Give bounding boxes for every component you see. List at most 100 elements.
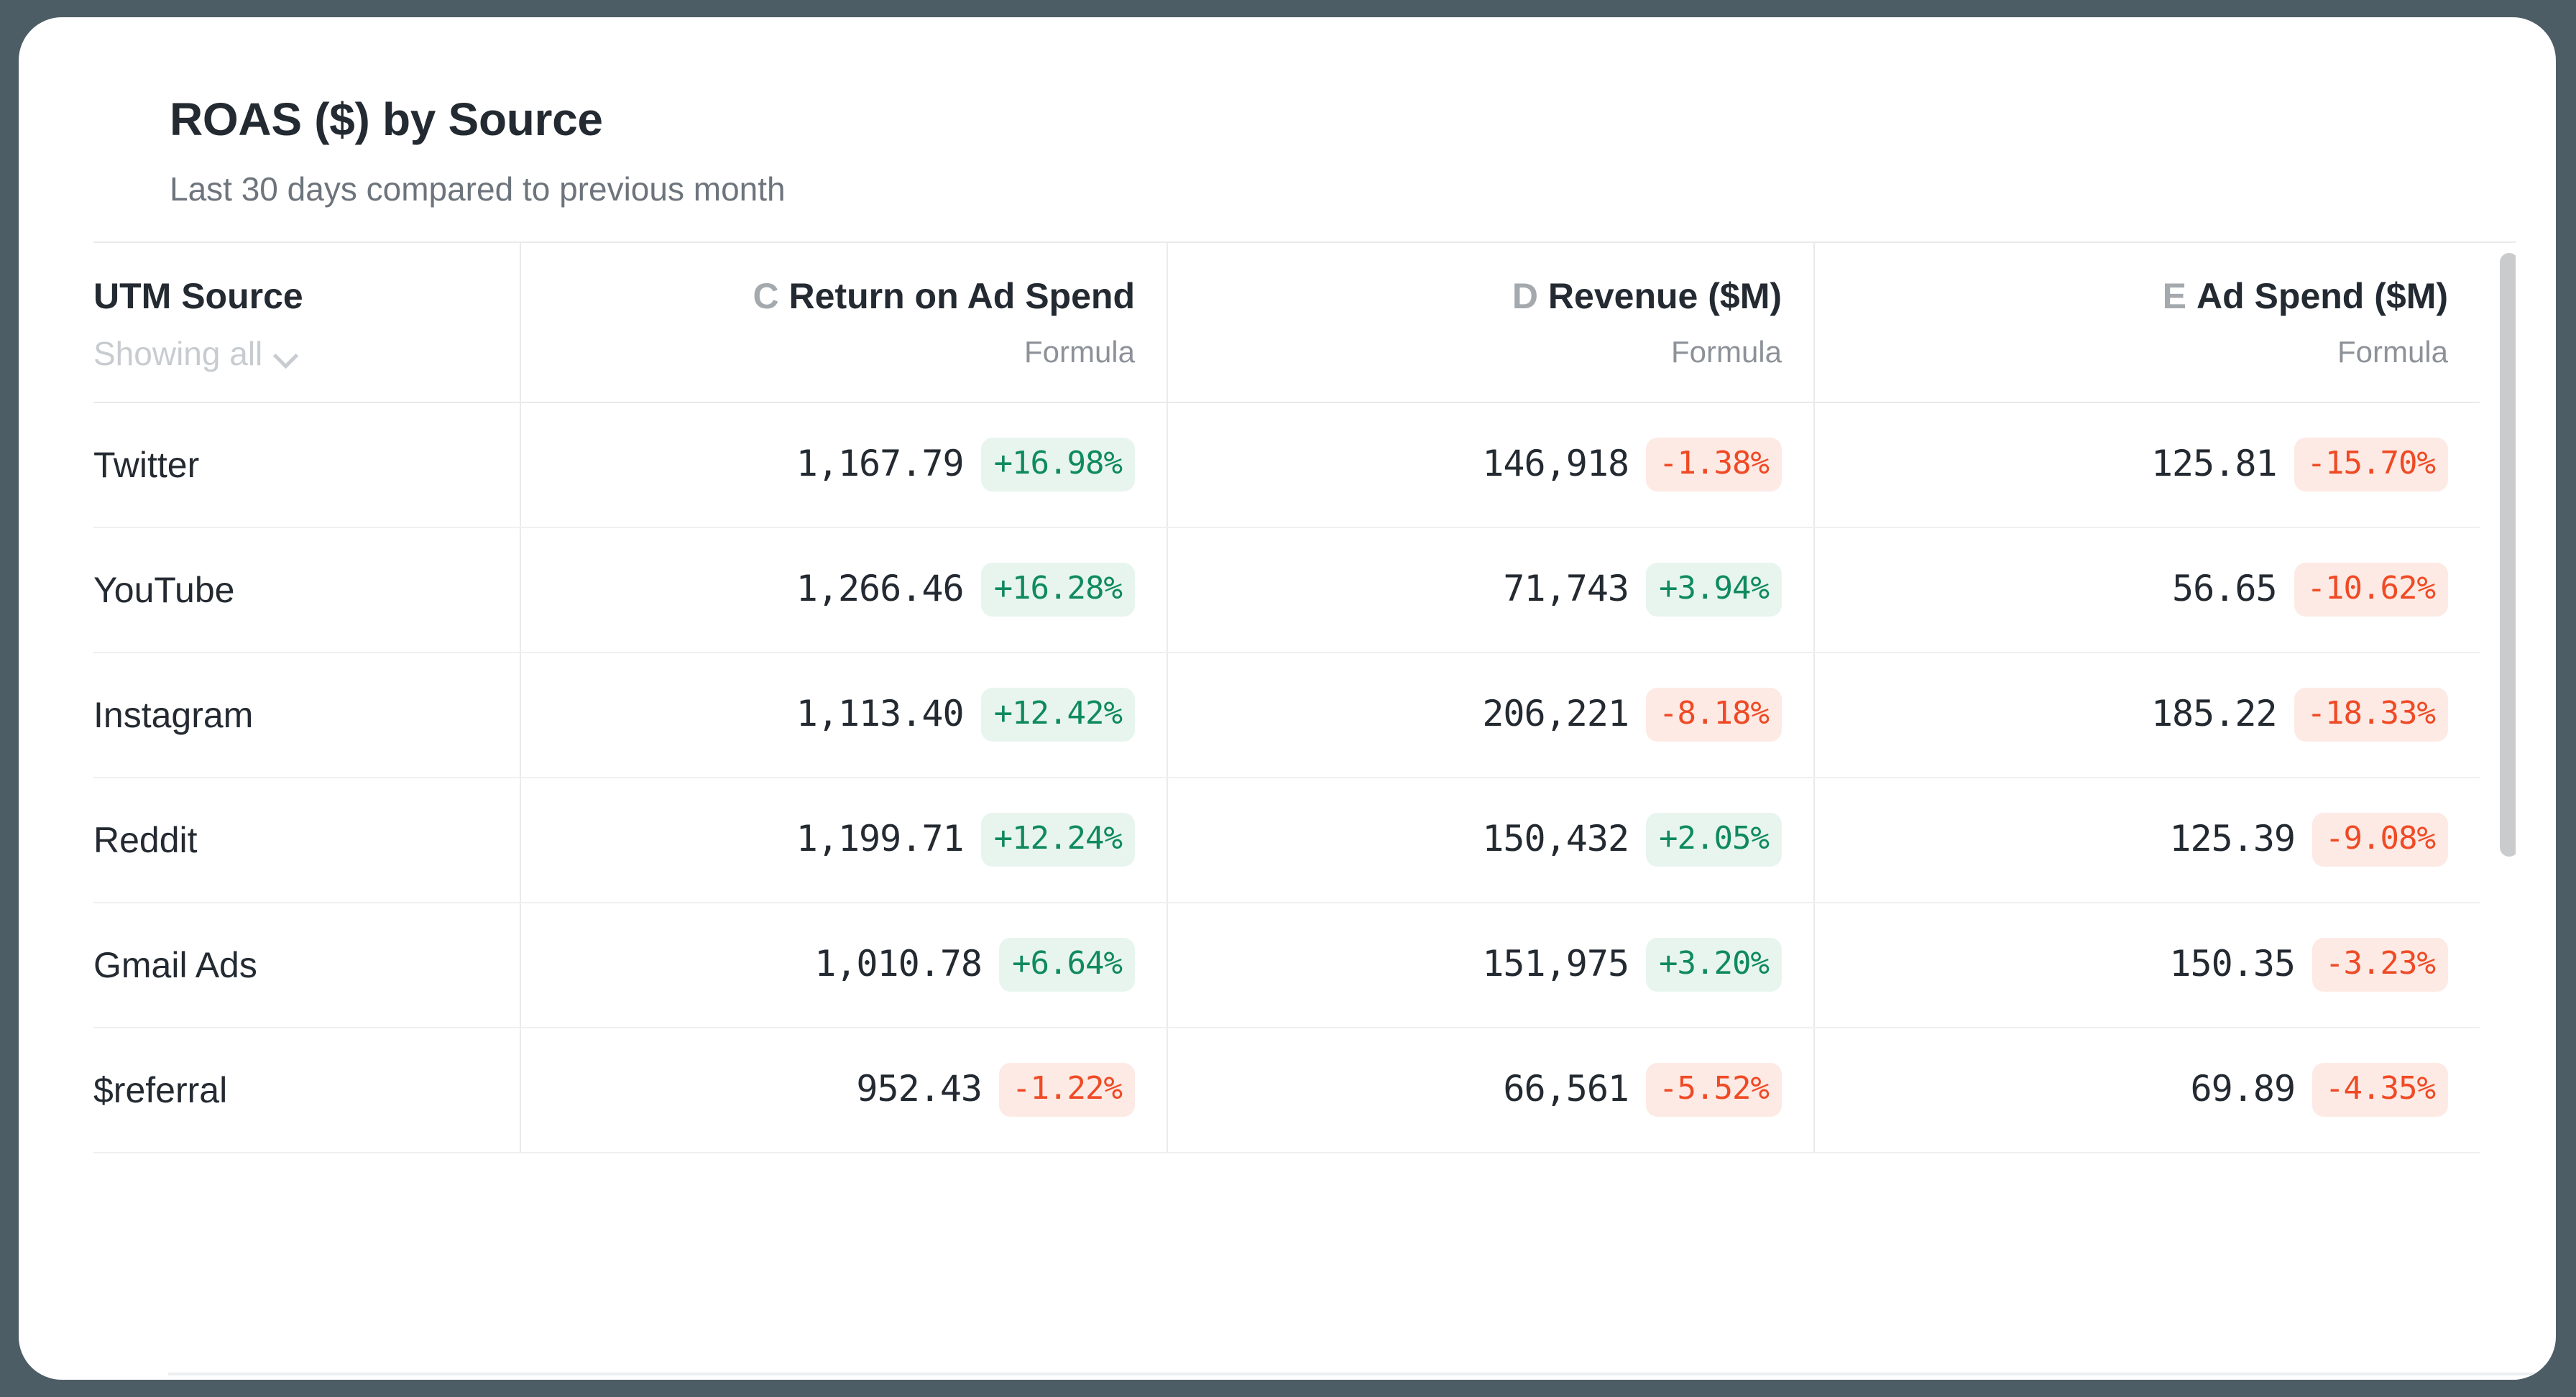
card-subtitle: Last 30 days compared to previous month [170,170,786,208]
column-header-label: Ad Spend ($M) [2196,276,2448,316]
ad-spend-delta-badge: -4.35% [2312,1063,2448,1117]
revenue-cell[interactable]: 206,221 -8.18% [1167,652,1815,778]
revenue-cell[interactable]: 1,714,775-5.18% [1242,1375,1889,1380]
revenue-cell[interactable]: 150,432 +2.05% [1167,777,1815,903]
revenue-delta-badge: +3.20% [1646,938,1782,992]
column-header-utm-source[interactable]: UTM Source Showing all [93,243,521,403]
overall-row[interactable]: Overall1,044.84-1.47%1,714,775-5.18%1,64… [168,1375,2554,1380]
roas-delta-badge: +12.42% [980,688,1135,742]
roas-cell[interactable]: 1,199.71 +12.24% [520,777,1168,903]
revenue-cell[interactable]: 146,918 -1.38% [1167,402,1815,528]
chevron-down-icon [275,347,297,360]
roas-cell[interactable]: 1,266.46 +16.28% [520,527,1168,653]
revenue-delta-badge: -1.38% [1646,438,1782,492]
revenue-value: 146,918 [1482,443,1629,484]
source-cell[interactable]: Reddit [93,777,521,903]
roas-value: 1,266.46 [796,568,965,609]
revenue-value: 151,975 [1482,943,1629,985]
roas-delta-badge: +16.28% [980,563,1135,617]
table-container: UTM Source Showing all C Return on Ad Spe… [93,241,2556,1380]
ad-spend-cell[interactable]: 185.22 -18.33% [1814,652,2480,778]
source-cell[interactable]: YouTube [93,527,521,653]
overall-footer: Overall1,044.84-1.47%1,714,775-5.18%1,64… [168,1373,2556,1380]
ad-spend-cell[interactable]: 150.35 -3.23% [1814,902,2480,1028]
source-filter-dropdown[interactable]: Showing all [93,337,297,370]
roas-delta-badge: -1.22% [999,1063,1135,1117]
table-row[interactable]: YouTube 1,266.46 +16.28% 71,743 +3.94% 56.65-… [93,527,2480,653]
table-row[interactable]: Gmail Ads 1,010.78 +6.64% 151,975 +3.20% 150.… [93,902,2480,1028]
ad-spend-value: 69.89 [2190,1068,2296,1110]
ad-spend-cell[interactable]: 1,641.19-3.77% [1889,1375,2554,1380]
roas-delta-badge: +6.64% [999,938,1135,992]
revenue-delta-badge: -8.18% [1646,688,1782,742]
column-header-return-on-ad-spend[interactable]: C Return on Ad Spend Formula [520,243,1168,403]
ad-spend-delta-badge: -18.33% [2294,688,2448,742]
column-type-label: Formula [2337,334,2448,369]
source-cell[interactable]: Instagram [93,652,521,778]
table-row[interactable]: Instagram 1,113.40 +12.42% 206,221 -8.18% 185… [93,652,2480,778]
revenue-cell[interactable]: 66,561 -5.52% [1167,1027,1815,1153]
column-header-ad-spend[interactable]: E Ad Spend ($M) Formula [1814,243,2480,403]
roas-cell[interactable]: 1,010.78 +6.64% [520,902,1168,1028]
roas-table: UTM Source Showing all C Return on Ad Spe… [93,243,2480,1153]
ad-spend-delta-badge: -10.62% [2294,563,2448,617]
column-header-label: UTM Source [93,276,303,316]
table-row[interactable]: $referral 952.43 -1.22% 66,561 -5.52% 69.89 -4… [93,1027,2480,1153]
ad-spend-cell[interactable]: 125.81 -15.70% [1814,402,2480,528]
ad-spend-value: 125.81 [2150,443,2278,484]
revenue-delta-badge: -5.52% [1646,1063,1782,1117]
roas-delta-badge: +12.24% [980,813,1135,867]
ad-spend-value: 185.22 [2150,693,2278,734]
ad-spend-cell[interactable]: 69.89 -4.35% [1814,1027,2480,1153]
table-header: UTM Source Showing all C Return on Ad Spe… [93,243,2480,403]
column-header-revenue[interactable]: D Revenue ($M) Formula [1167,243,1815,403]
revenue-delta-badge: +2.05% [1646,813,1782,867]
roas-cell[interactable]: 1,113.40 +12.42% [520,652,1168,778]
card-header: ROAS ($) by Source Last 30 days compared… [19,17,2556,206]
source-cell[interactable]: $referral [93,1027,521,1153]
table-row[interactable]: Twitter 1,167.79 +16.98% 146,918 -1.38% 125.8… [93,402,2480,528]
column-letter: D [1512,276,1538,316]
source-cell[interactable]: Gmail Ads [93,902,521,1028]
ad-spend-delta-badge: -9.08% [2312,813,2448,867]
column-type-label: Formula [1670,334,1782,369]
table-scroll-area[interactable]: UTM Source Showing all C Return on Ad Spe… [93,241,2516,1165]
source-cell[interactable]: Twitter [93,402,521,528]
source-filter-label: Showing all [93,334,263,372]
revenue-cell[interactable]: 71,743 +3.94% [1167,527,1815,653]
roas-value: 1,167.79 [796,443,965,484]
scrollbar-thumb[interactable] [2500,253,2516,857]
roas-value: 1,010.78 [814,943,983,985]
roas-card: ROAS ($) by Source Last 30 days compared… [19,17,2556,1380]
ad-spend-value: 125.39 [2169,818,2296,859]
revenue-value: 206,221 [1482,693,1629,734]
revenue-cell[interactable]: 151,975 +3.20% [1167,902,1815,1028]
column-letter: C [753,276,779,316]
column-letter: E [2162,276,2187,316]
roas-cell[interactable]: 1,044.84-1.47% [595,1375,1242,1380]
revenue-value: 150,432 [1482,818,1629,859]
ad-spend-delta-badge: -3.23% [2312,938,2448,992]
vertical-scrollbar[interactable] [2500,253,2516,1165]
page-title: ROAS ($) by Source [170,93,603,145]
table-header-row: UTM Source Showing all C Return on Ad Spe… [93,243,2480,403]
overall-label[interactable]: Overall [168,1375,595,1380]
overall-table: Overall1,044.84-1.47%1,714,775-5.18%1,64… [168,1375,2554,1380]
table-body: Twitter 1,167.79 +16.98% 146,918 -1.38% 125.8… [93,402,2480,1153]
column-header-label: Return on Ad Spend [788,276,1135,316]
ad-spend-cell[interactable]: 56.65 -10.62% [1814,527,2480,653]
roas-delta-badge: +16.98% [980,438,1135,492]
revenue-value: 71,743 [1503,568,1629,609]
roas-value: 952.43 [856,1068,983,1110]
ad-spend-cell[interactable]: 125.39 -9.08% [1814,777,2480,903]
revenue-value: 66,561 [1503,1068,1629,1110]
roas-value: 1,113.40 [796,693,965,734]
roas-value: 1,199.71 [796,818,965,859]
ad-spend-value: 56.65 [2172,568,2278,609]
revenue-delta-badge: +3.94% [1646,563,1782,617]
ad-spend-delta-badge: -15.70% [2294,438,2448,492]
table-row[interactable]: Reddit 1,199.71 +12.24% 150,432 +2.05% 125.39… [93,777,2480,903]
roas-cell[interactable]: 1,167.79 +16.98% [520,402,1168,528]
ad-spend-value: 150.35 [2169,943,2296,985]
roas-cell[interactable]: 952.43 -1.22% [520,1027,1168,1153]
